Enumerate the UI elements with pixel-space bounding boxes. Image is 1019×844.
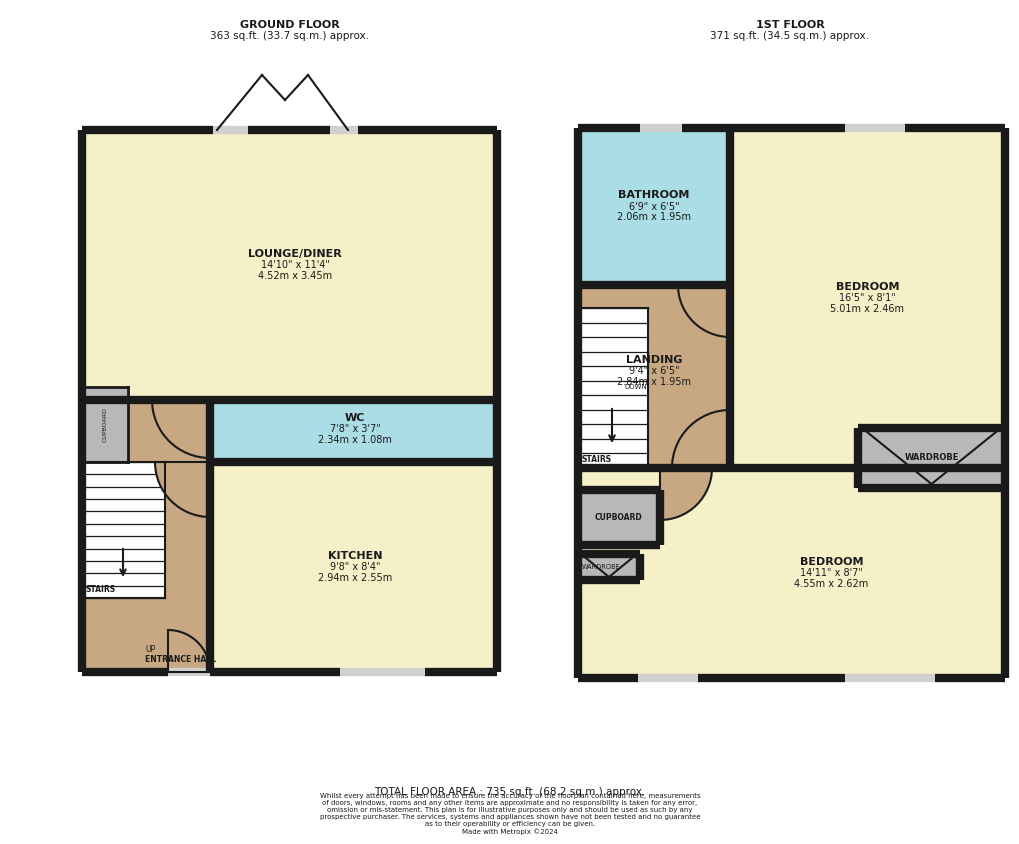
Bar [578,490,659,545]
Wedge shape [168,630,210,672]
Bar [578,285,730,468]
Text: WARDROBE: WARDROBE [582,564,621,570]
Text: DOWN: DOWN [624,385,647,391]
Wedge shape [672,410,730,468]
Bar [730,128,1004,468]
Text: 371 sq.ft. (34.5 sq.m.) approx.: 371 sq.ft. (34.5 sq.m.) approx. [710,31,868,41]
Text: 2.94m x 2.55m: 2.94m x 2.55m [318,573,391,583]
Wedge shape [152,400,210,458]
Bar [82,130,496,400]
Bar [82,462,165,598]
Wedge shape [659,468,711,520]
Text: LANDING: LANDING [625,355,682,365]
Text: GROUND FLOOR: GROUND FLOOR [239,20,339,30]
Bar [82,387,127,462]
Text: 2.34m x 1.08m: 2.34m x 1.08m [318,436,391,446]
Bar [578,308,647,468]
Bar [578,468,1004,678]
Wedge shape [678,285,730,337]
Text: STAIRS: STAIRS [86,586,116,594]
Bar [578,128,730,285]
Text: 14'10" x 11'4": 14'10" x 11'4" [260,260,329,270]
Text: KITCHEN: KITCHEN [327,551,382,561]
Text: 5.01m x 2.46m: 5.01m x 2.46m [829,304,904,314]
Text: ENTRANCE HALL: ENTRANCE HALL [145,656,216,664]
Text: 9'8" x 8'4": 9'8" x 8'4" [329,562,380,572]
Bar [210,397,496,462]
Text: WC: WC [344,414,365,424]
Text: 6'9" x 6'5": 6'9" x 6'5" [628,202,679,212]
Text: 16'5" x 8'1": 16'5" x 8'1" [839,293,895,303]
Wedge shape [155,462,210,517]
Text: 1ST FLOOR: 1ST FLOOR [755,20,823,30]
Bar [210,462,496,672]
Text: 2.06m x 1.95m: 2.06m x 1.95m [616,213,690,223]
Text: BATHROOM: BATHROOM [618,191,689,201]
Text: 7'8" x 3'7": 7'8" x 3'7" [329,425,380,435]
Text: BEDROOM: BEDROOM [799,557,862,567]
Text: 4.52m x 3.45m: 4.52m x 3.45m [258,271,332,281]
Text: 9'4" x 6'5": 9'4" x 6'5" [628,366,679,376]
Text: 14'11" x 8'7": 14'11" x 8'7" [799,568,862,578]
Text: BEDROOM: BEDROOM [835,282,899,292]
Bar [82,400,210,672]
Text: CUPBOARD: CUPBOARD [102,407,107,442]
Text: 2.84m x 1.95m: 2.84m x 1.95m [616,377,690,387]
Bar [857,428,1004,488]
Text: Whilst every attempt has been made to ensure the accuracy of the floorplan conta: Whilst every attempt has been made to en… [319,793,700,835]
Text: LOUNGE/DINER: LOUNGE/DINER [248,249,341,259]
Text: UP: UP [145,646,155,654]
Text: 4.55m x 2.62m: 4.55m x 2.62m [794,579,868,589]
Text: STAIRS: STAIRS [582,456,611,464]
Bar [578,554,639,580]
Text: 363 sq.ft. (33.7 sq.m.) approx.: 363 sq.ft. (33.7 sq.m.) approx. [210,31,369,41]
Text: TOTAL FLOOR AREA : 735 sq.ft. (68.2 sq.m.) approx.: TOTAL FLOOR AREA : 735 sq.ft. (68.2 sq.m… [374,787,645,797]
Text: WARDROBE: WARDROBE [904,453,958,463]
Text: CUPBOARD: CUPBOARD [594,513,642,522]
